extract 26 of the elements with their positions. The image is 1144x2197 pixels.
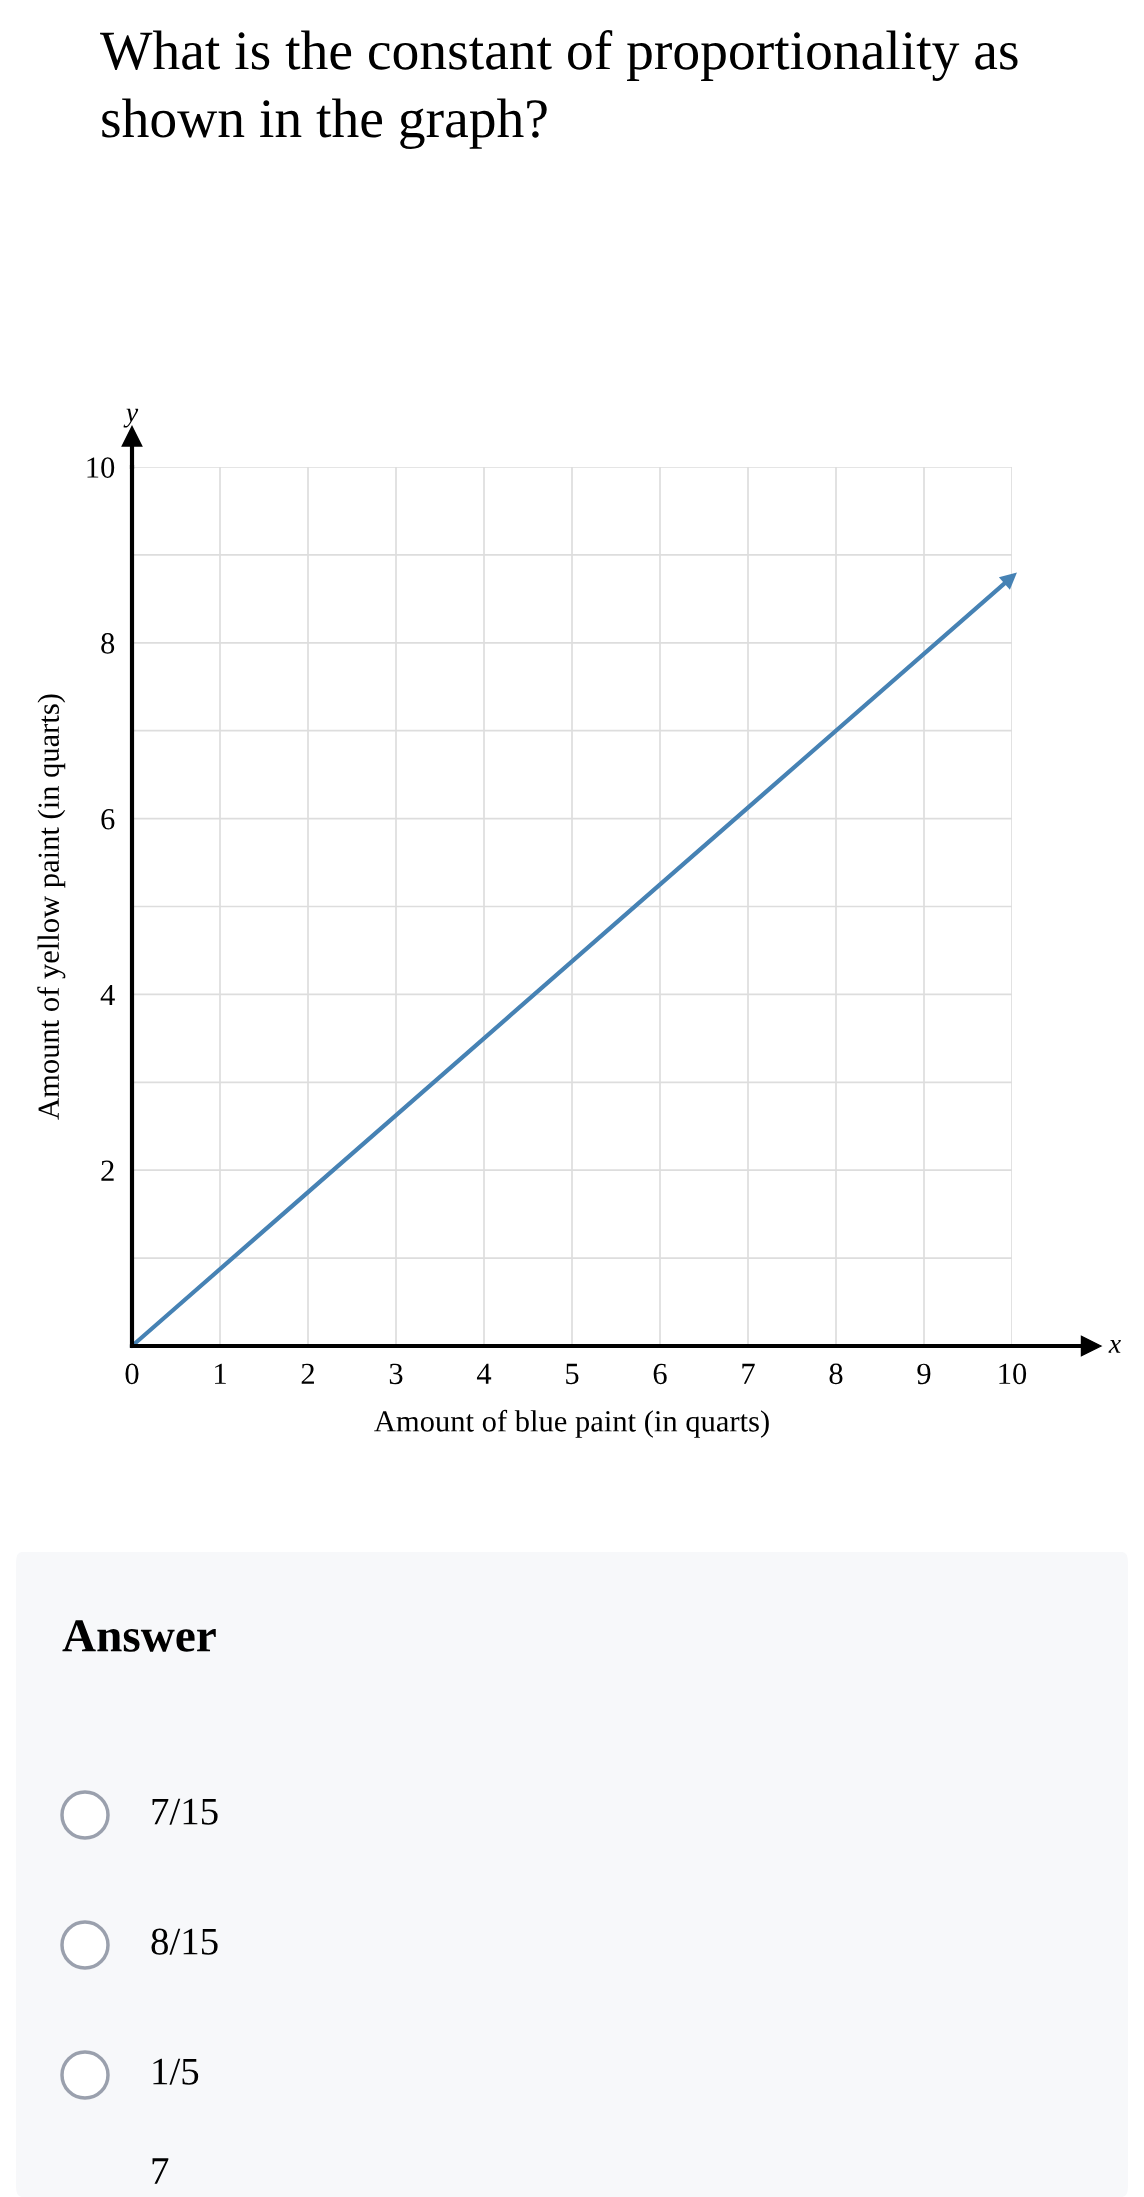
x-tick-label: 2 bbox=[301, 1363, 314, 1384]
y-tick-label: 10 bbox=[87, 457, 115, 478]
x-tick-label: 7 bbox=[742, 1363, 755, 1384]
y-tick-label: 4 bbox=[100, 984, 115, 1005]
y-tick-label: 6 bbox=[101, 808, 115, 830]
x-tick-label: 8 bbox=[829, 1363, 843, 1385]
x-tick-label: 0 bbox=[125, 1363, 139, 1385]
text: 1/5 bbox=[153, 2058, 199, 2085]
y-axis-title: Amount of yellow paint (in quarts) bbox=[37, 694, 66, 1120]
text: 7/15 bbox=[152, 1798, 218, 1825]
text: 8/15 bbox=[151, 1928, 218, 1955]
text: y bbox=[123, 408, 139, 428]
x-axis-title: Amount of blue paint (in quarts) bbox=[374, 1409, 769, 1438]
x-tick-label: 4 bbox=[476, 1363, 492, 1384]
x-tick-label: 5 bbox=[566, 1363, 579, 1385]
text: Answer bbox=[62, 1620, 216, 1652]
x-tick-label: 3 bbox=[389, 1363, 403, 1385]
x-tick-label: 6 bbox=[653, 1363, 667, 1385]
text: x bbox=[1108, 1339, 1121, 1353]
x-tick-label: 1 bbox=[215, 1363, 226, 1384]
x-tick-label: 9 bbox=[917, 1363, 931, 1385]
y-tick-label: 8 bbox=[101, 633, 115, 654]
text: 7 bbox=[152, 2158, 169, 2184]
x-tick-label: 10 bbox=[999, 1363, 1027, 1385]
chart-title: What is the constant of proportionality as shown in the graph? bbox=[100, 30, 1018, 149]
y-tick-label: 2 bbox=[101, 1160, 114, 1181]
